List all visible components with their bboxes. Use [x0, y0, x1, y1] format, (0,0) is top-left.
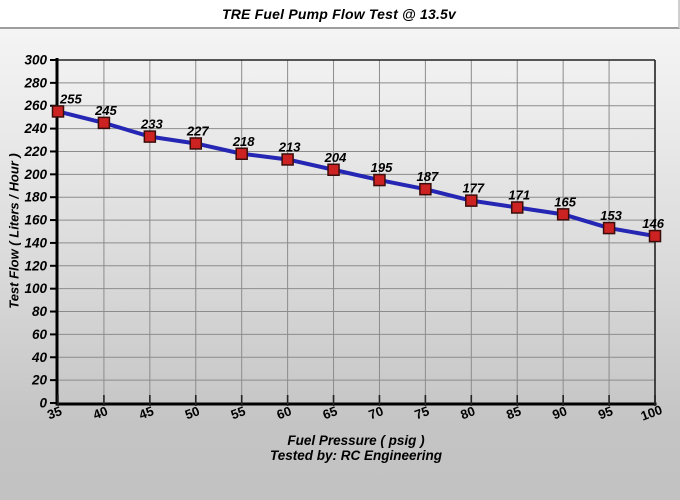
x-tick-label: 90	[550, 403, 569, 422]
x-tick-label: 65	[321, 403, 340, 422]
data-point-label: 146	[642, 216, 664, 231]
data-point-marker	[556, 208, 570, 221]
y-tick-label: 140	[24, 235, 47, 250]
data-point-marker	[97, 116, 111, 130]
data-point-label: 227	[186, 123, 209, 138]
x-tick-label: 35	[45, 403, 64, 422]
gridlines	[58, 59, 656, 403]
data-point-marker	[143, 130, 157, 143]
data-point-label: 245	[94, 103, 117, 118]
data-point-label: 213	[278, 139, 301, 154]
data-point-marker	[648, 229, 662, 243]
data-points	[51, 105, 662, 243]
data-point-label: 165	[554, 194, 576, 209]
x-tick-label: 50	[183, 403, 202, 422]
x-tick-label: 55	[229, 403, 248, 422]
y-tick-label: 240	[23, 121, 47, 136]
y-tick-label: 300	[24, 53, 47, 68]
y-tick-label: 160	[24, 213, 47, 228]
y-tick-label: 80	[32, 304, 48, 319]
data-point-marker	[235, 147, 248, 161]
x-tick-label: 85	[504, 403, 523, 422]
data-point-marker	[602, 221, 616, 235]
x-tick-label: 60	[275, 403, 294, 422]
axes	[55, 58, 657, 406]
data-point-label: 171	[508, 187, 530, 202]
tick-labels: 0 20 40 60 80 100 120 140 160 180 200 220 240 260 280 3…	[23, 53, 664, 424]
data-point-label: 195	[371, 160, 393, 175]
x-tick-label: 95	[596, 403, 615, 422]
y-tick-label: 40	[31, 350, 48, 365]
data-point-marker	[327, 163, 340, 177]
y-tick-label: 0	[39, 396, 47, 411]
data-point-marker	[189, 137, 203, 150]
x-tick-label: 70	[367, 403, 386, 422]
y-axis-title: Test Flow ( Liters / Hour )	[6, 153, 22, 309]
data-point-marker	[465, 194, 478, 207]
data-point-label: 153	[600, 208, 622, 223]
y-tick-label: 280	[23, 75, 47, 90]
data-point-marker	[510, 201, 524, 214]
x-tick-label: 100	[639, 402, 665, 424]
data-point-marker	[419, 182, 432, 196]
data-point-label: 233	[140, 117, 163, 132]
y-tick-label: 100	[24, 281, 47, 296]
x-tick-label: 80	[458, 403, 477, 422]
data-point-label: 255	[59, 91, 82, 106]
axis-ticks	[50, 59, 656, 406]
y-tick-label: 20	[31, 373, 48, 388]
x-tick-label: 45	[137, 403, 156, 422]
y-tick-label: 200	[23, 167, 47, 182]
x-axis-title: Fuel Pressure ( psig )	[287, 433, 425, 448]
tested-by-caption: Tested by: RC Engineering	[269, 448, 443, 463]
y-tick-label: 180	[24, 190, 47, 205]
data-point-label: 187	[417, 169, 439, 184]
data-point-marker	[51, 105, 65, 118]
y-tick-label: 120	[24, 258, 47, 273]
flow-line	[56, 109, 657, 239]
chart-title-bar: TRE Fuel Pump Flow Test @ 13.5v	[0, 0, 680, 29]
plot-border	[58, 59, 656, 403]
data-point-label: 177	[462, 181, 484, 196]
data-point-label: 218	[232, 134, 255, 149]
data-point-marker	[281, 153, 294, 166]
data-labels: 255 245 233 227 218 213 204 195 187 177 171 165 153 1…	[59, 91, 665, 231]
data-point-label: 204	[324, 150, 347, 165]
x-tick-label: 75	[412, 403, 431, 422]
data-point-marker	[373, 173, 386, 187]
y-tick-label: 260	[23, 98, 47, 113]
y-tick-label: 60	[32, 327, 48, 342]
y-tick-label: 220	[23, 144, 47, 159]
x-tick-label: 40	[91, 403, 110, 422]
chart-title: TRE Fuel Pump Flow Test @ 13.5v	[221, 5, 457, 22]
